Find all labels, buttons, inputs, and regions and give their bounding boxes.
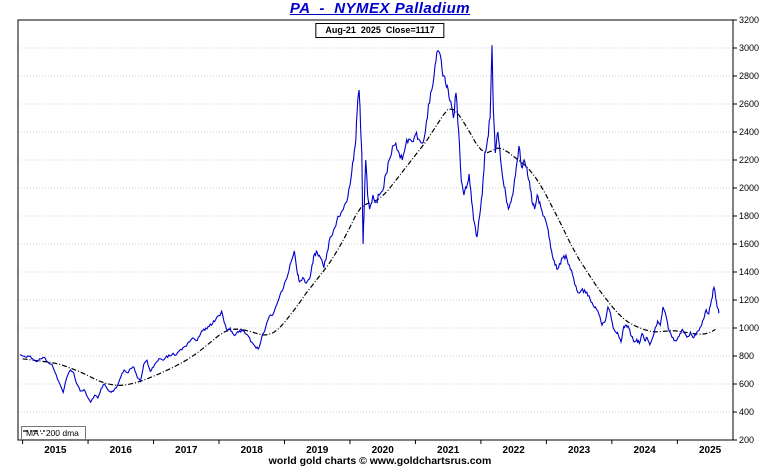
y-axis-label: 400 xyxy=(739,407,754,417)
y-axis-label: 600 xyxy=(739,379,754,389)
y-axis-label: 3000 xyxy=(739,43,759,53)
legend-ma-label: MA - 200 dma xyxy=(26,428,79,438)
x-axis-label: 2016 xyxy=(110,445,133,456)
x-axis-label: 2025 xyxy=(699,445,722,456)
y-axis-label: 2200 xyxy=(739,155,759,165)
y-axis-label: 1000 xyxy=(739,323,759,333)
chart-title: PA - NYMEX Palladium xyxy=(289,0,471,17)
y-axis-label: 200 xyxy=(739,435,754,445)
watermark-text: world gold charts © www.goldchartsrus.co… xyxy=(268,455,492,467)
x-axis-label: 2019 xyxy=(306,445,329,456)
ma-200-line xyxy=(22,108,716,387)
x-axis-label: 2015 xyxy=(44,445,67,456)
y-axis-label: 1600 xyxy=(739,239,759,249)
y-axis-label: 800 xyxy=(739,351,754,361)
x-axis-label: 2022 xyxy=(503,445,526,456)
x-axis-label: 2024 xyxy=(633,445,656,456)
y-axis-label: 3200 xyxy=(739,15,759,25)
x-axis-label: 2018 xyxy=(241,445,264,456)
plot-frame xyxy=(17,19,734,441)
x-axis-label: 2017 xyxy=(175,445,198,456)
y-axis-label: 2600 xyxy=(739,99,759,109)
y-axis-label: 2400 xyxy=(739,127,759,137)
ma-line-sample-icon xyxy=(23,430,45,432)
y-axis-label: 2000 xyxy=(739,183,759,193)
y-axis-label: 1400 xyxy=(739,267,759,277)
y-axis-label: 2800 xyxy=(739,71,759,81)
close-info-box: Aug-21 2025 Close=1117 xyxy=(315,23,445,38)
x-axis-label: 2020 xyxy=(372,445,395,456)
x-axis-label: 2023 xyxy=(568,445,591,456)
y-axis-label: 1800 xyxy=(739,211,759,221)
price-line xyxy=(19,45,720,404)
legend-box: MA - 200 dma xyxy=(21,426,86,440)
x-axis-label: 2021 xyxy=(437,445,460,456)
y-axis-label: 1200 xyxy=(739,295,759,305)
